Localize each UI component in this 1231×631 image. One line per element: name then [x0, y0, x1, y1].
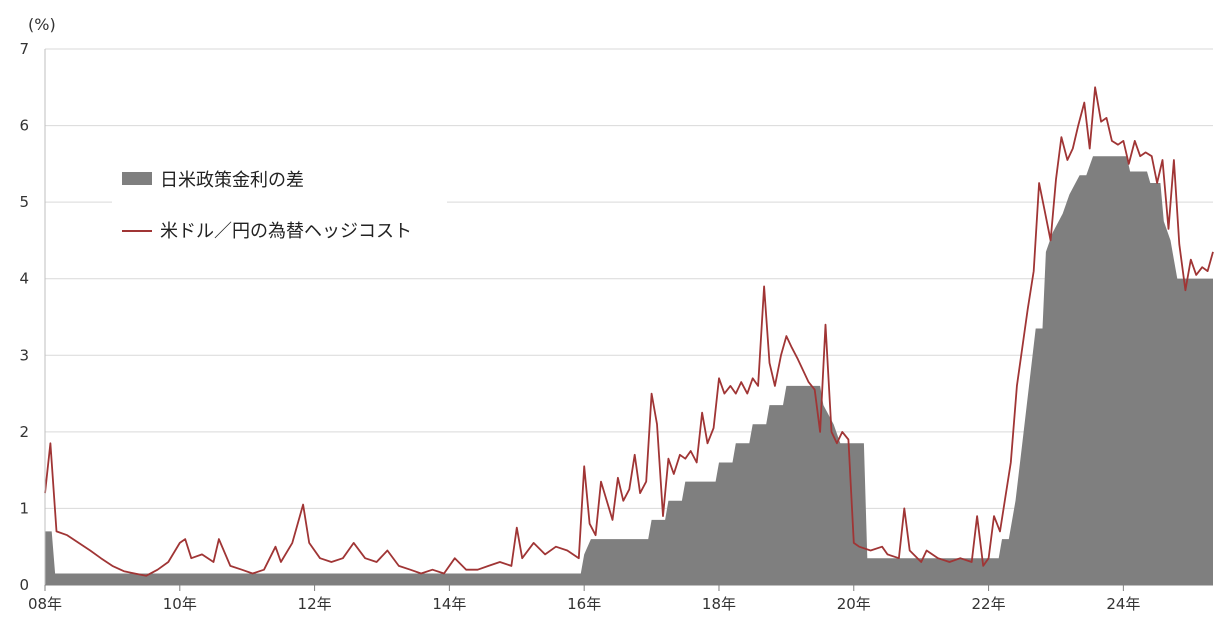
x-tick-label: 08年	[28, 595, 62, 613]
policy-rate-diff-area-layer	[45, 156, 1213, 585]
x-tick-label: 18年	[702, 595, 736, 613]
y-tick-label: 5	[19, 193, 29, 211]
x-tick-label: 24年	[1106, 595, 1140, 613]
hedge-cost-line	[44, 86, 1214, 577]
x-tick-label: 10年	[163, 595, 197, 613]
x-tick-label: 16年	[567, 595, 601, 613]
y-tick-label: 0	[19, 576, 29, 594]
legend: 日米政策金利の差 米ドル／円の為替ヘッジコスト	[112, 160, 447, 252]
x-tick-label: 12年	[298, 595, 332, 613]
y-tick-label: 2	[19, 423, 29, 441]
x-tick-label: 22年	[972, 595, 1006, 613]
y-tick-label: 4	[19, 270, 29, 288]
y-tick-label: 7	[19, 40, 29, 58]
y-tick-label: 3	[19, 346, 29, 364]
hedge-cost-line-layer	[44, 86, 1214, 577]
axes: 0 1 2 3 4 5 6 7 08年 10年 12年 14年 16年 18年 20年 22年 24年	[19, 40, 1213, 613]
y-tick-label: 1	[19, 499, 29, 517]
unit-label: (%)	[28, 15, 56, 34]
x-tick-label: 14年	[432, 595, 466, 613]
legend-label-hedge-cost: 米ドル／円の為替ヘッジコスト	[160, 221, 412, 242]
legend-label-policy-rate-diff: 日米政策金利の差	[160, 170, 304, 191]
legend-swatch-policy-rate-diff	[122, 172, 152, 185]
legend-background	[112, 160, 447, 252]
x-tick-label: 20年	[837, 595, 871, 613]
policy-rate-diff-area	[45, 156, 1213, 585]
y-tick-label: 6	[19, 117, 29, 135]
